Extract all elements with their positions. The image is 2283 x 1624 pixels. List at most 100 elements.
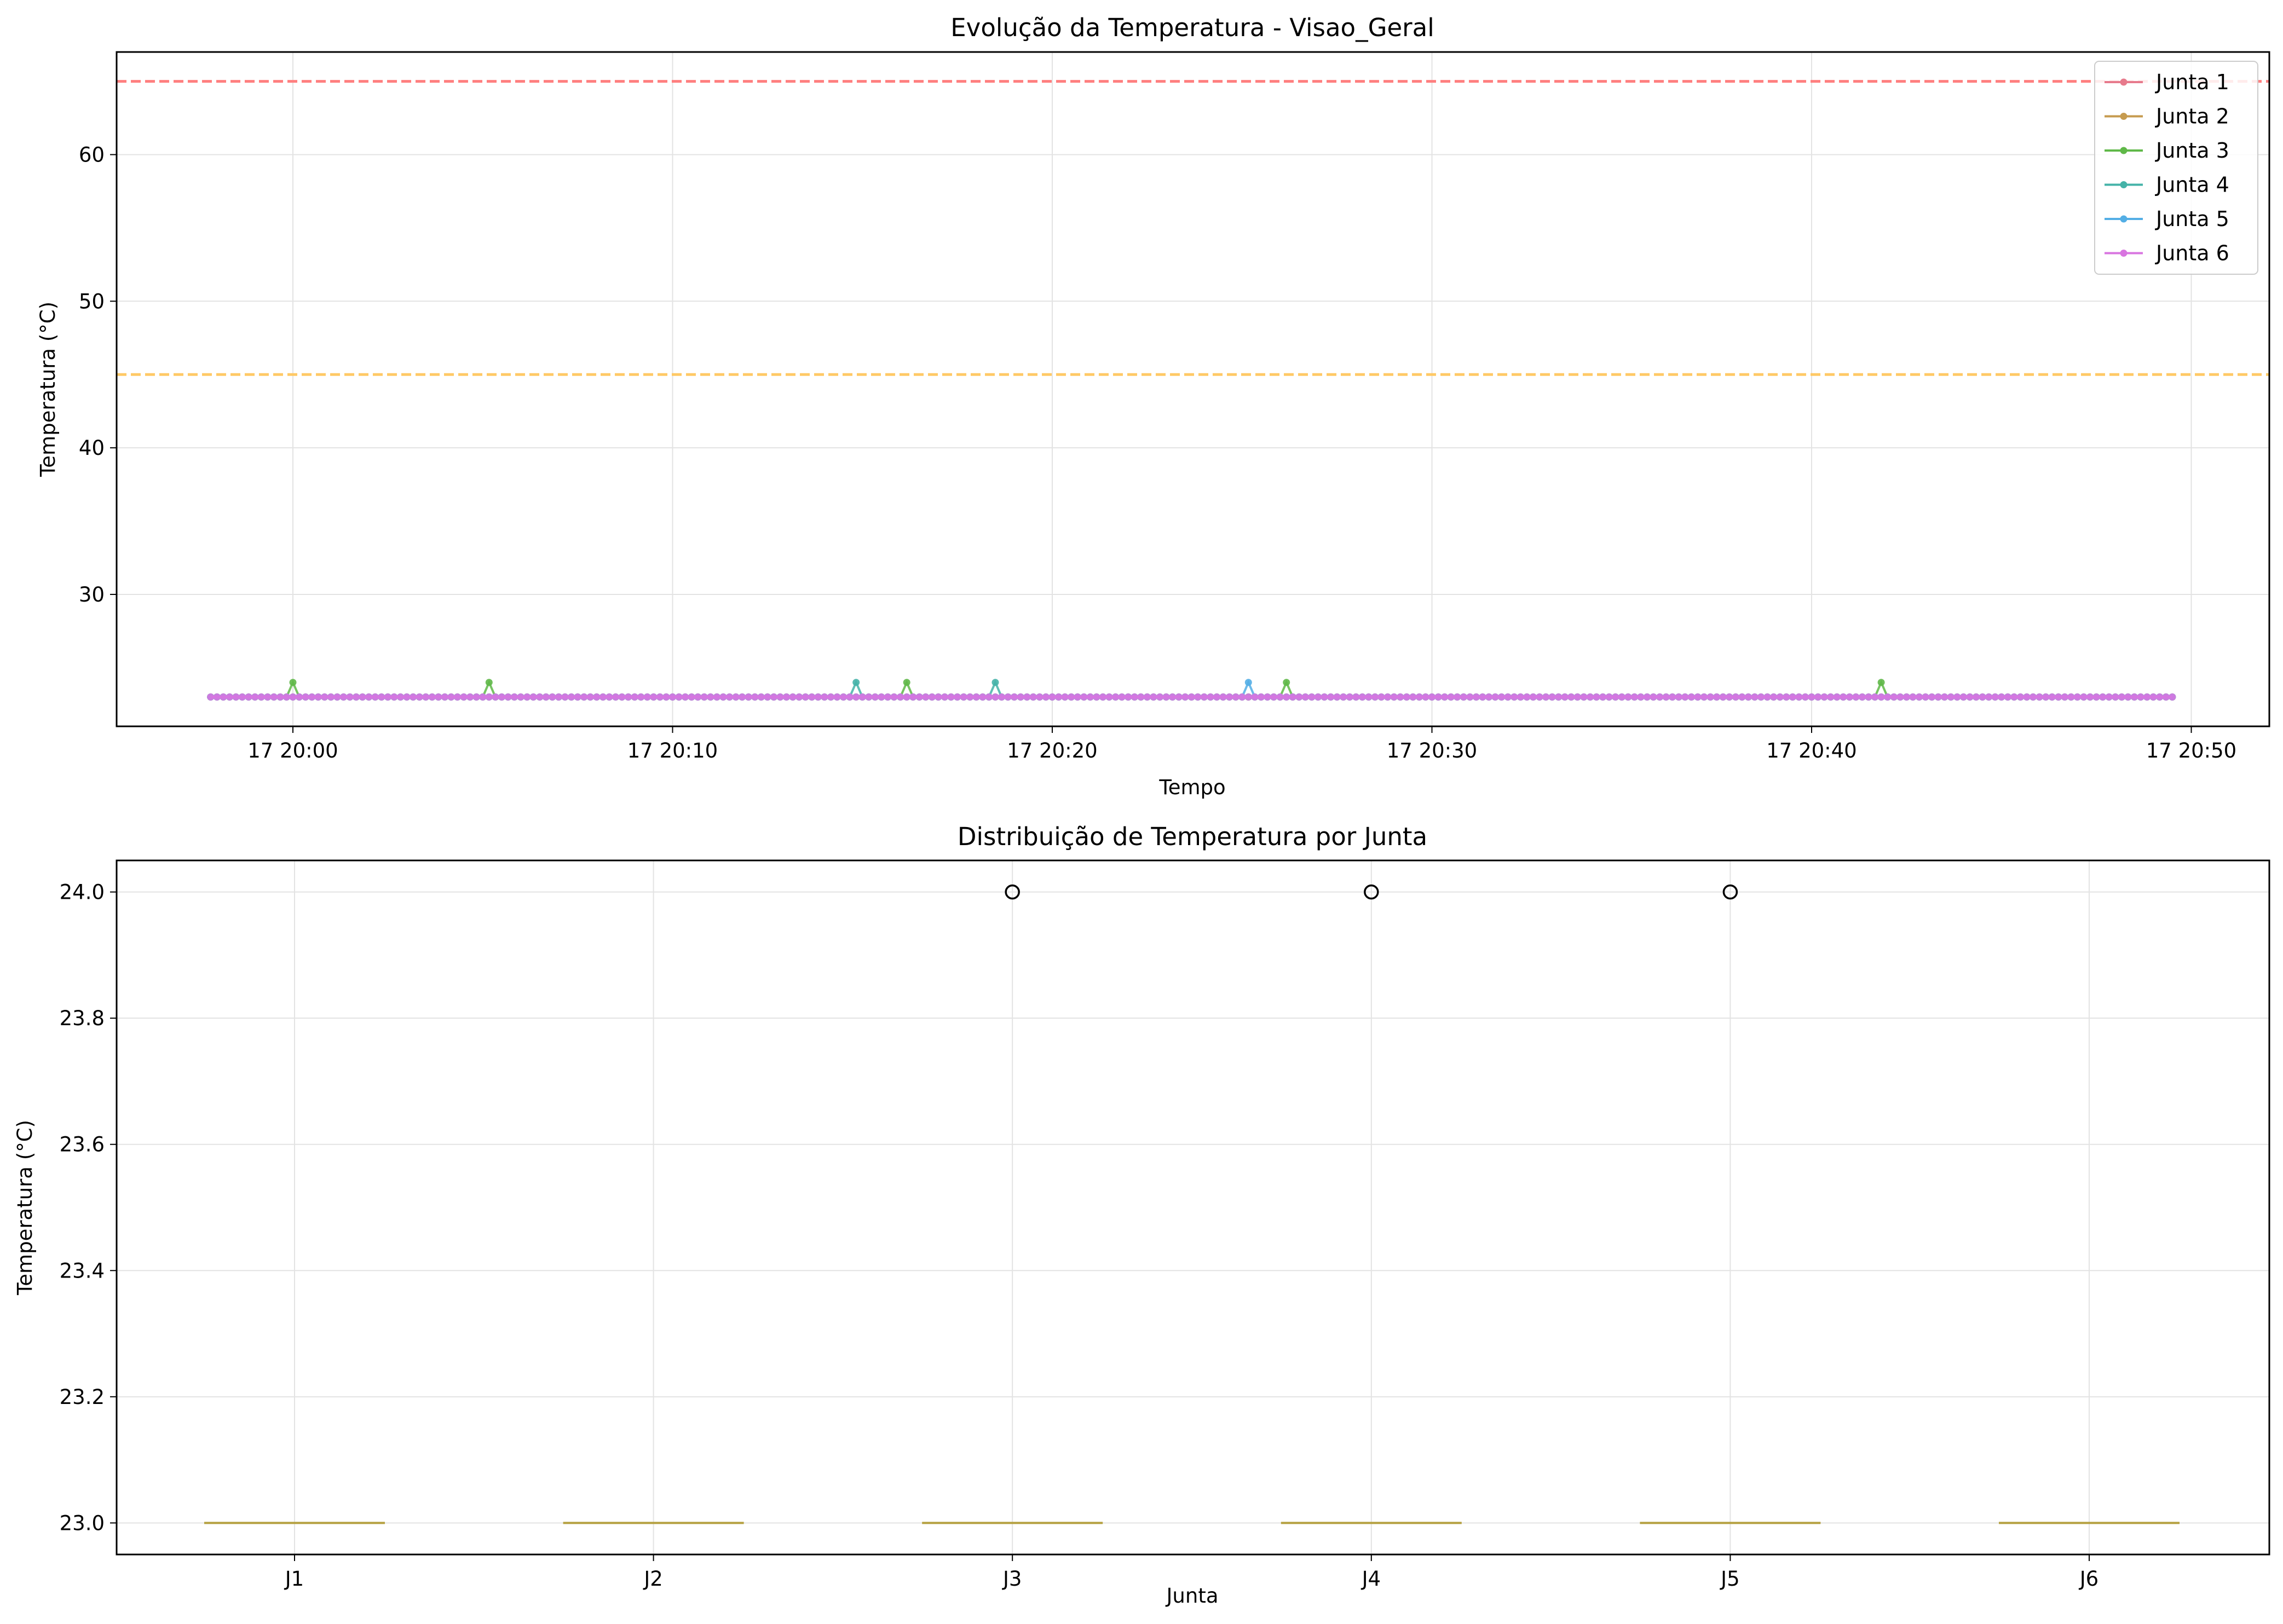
data-point bbox=[2169, 693, 2176, 701]
data-point bbox=[1181, 693, 1189, 701]
data-point bbox=[606, 693, 613, 701]
bottom-plot-frame bbox=[116, 859, 2270, 1556]
data-point bbox=[1890, 693, 1898, 701]
data-point bbox=[460, 693, 468, 701]
data-point bbox=[1479, 693, 1486, 701]
data-point bbox=[410, 693, 417, 701]
data-point bbox=[1257, 693, 1265, 701]
data-point bbox=[1390, 693, 1398, 701]
bottom-y-axis-label: Temperatura (°C) bbox=[13, 1120, 37, 1296]
data-point bbox=[1454, 693, 1461, 701]
data-point bbox=[1295, 693, 1303, 701]
data-point bbox=[618, 693, 626, 701]
data-point bbox=[359, 693, 366, 701]
data-point bbox=[1232, 693, 1239, 701]
threshold-lines bbox=[117, 80, 2269, 376]
data-point bbox=[1934, 693, 1942, 701]
spike-point bbox=[1877, 679, 1885, 686]
legend-swatch-marker bbox=[2120, 181, 2128, 188]
data-point bbox=[732, 693, 740, 701]
data-point bbox=[1801, 693, 1809, 701]
data-point bbox=[2080, 693, 2088, 701]
data-point bbox=[2010, 693, 2018, 701]
top-plot-frame bbox=[116, 51, 2270, 727]
data-point bbox=[1397, 693, 1404, 701]
bottom-x-axis-label: Junta bbox=[1166, 1584, 1219, 1608]
data-point bbox=[1055, 693, 1063, 701]
data-point bbox=[435, 693, 442, 701]
data-point bbox=[991, 693, 999, 701]
data-point bbox=[1498, 693, 1506, 701]
data-point bbox=[321, 693, 328, 701]
data-point bbox=[1973, 693, 1980, 701]
data-point bbox=[897, 693, 904, 701]
legend-swatch-marker bbox=[2120, 250, 2128, 257]
data-point bbox=[1896, 693, 1904, 701]
data-point bbox=[2067, 693, 2075, 701]
data-point bbox=[1909, 693, 1917, 701]
data-point bbox=[1852, 693, 1860, 701]
data-point bbox=[428, 693, 436, 701]
data-point bbox=[1301, 693, 1309, 701]
data-point bbox=[2086, 693, 2094, 701]
data-point bbox=[1187, 693, 1195, 701]
data-point bbox=[2048, 693, 2056, 701]
data-point bbox=[1776, 693, 1784, 701]
data-point bbox=[1365, 693, 1373, 701]
data-point bbox=[1270, 693, 1277, 701]
data-point bbox=[1523, 693, 1531, 701]
data-point bbox=[346, 693, 354, 701]
data-point bbox=[1644, 693, 1651, 701]
x-tick-label: 17 20:40 bbox=[1766, 739, 1857, 762]
data-point bbox=[1732, 693, 1739, 701]
data-point bbox=[523, 693, 531, 701]
data-point bbox=[739, 693, 746, 701]
data-point bbox=[1156, 693, 1163, 701]
data-point bbox=[416, 693, 423, 701]
data-point bbox=[2092, 693, 2100, 701]
data-point bbox=[795, 693, 803, 701]
data-point bbox=[1422, 693, 1429, 701]
bottom-gridlines bbox=[117, 860, 2269, 1554]
data-point bbox=[529, 693, 537, 701]
data-point bbox=[840, 693, 848, 701]
data-point bbox=[1966, 693, 1974, 701]
data-point bbox=[1795, 693, 1803, 701]
legend-swatch-marker bbox=[2120, 113, 2128, 120]
data-point bbox=[814, 693, 822, 701]
data-point bbox=[403, 693, 411, 701]
data-point bbox=[340, 693, 347, 701]
data-point bbox=[384, 693, 391, 701]
data-point bbox=[397, 693, 404, 701]
data-point bbox=[1105, 693, 1113, 701]
data-point bbox=[1276, 693, 1284, 701]
y-tick-label: 23.8 bbox=[60, 1007, 105, 1030]
data-point bbox=[308, 693, 316, 701]
data-point bbox=[1783, 693, 1790, 701]
data-point bbox=[707, 693, 714, 701]
data-point bbox=[1384, 693, 1392, 701]
legend-label: Junta 3 bbox=[2155, 138, 2229, 163]
data-point bbox=[1877, 693, 1885, 701]
top-chart-title: Evolução da Temperatura - Visao_Geral bbox=[950, 13, 1434, 42]
data-point bbox=[1922, 693, 1929, 701]
data-point bbox=[1928, 693, 1936, 701]
data-point bbox=[378, 693, 385, 701]
data-point bbox=[1959, 693, 1967, 701]
data-point bbox=[972, 693, 980, 701]
data-point bbox=[1200, 693, 1208, 701]
data-point bbox=[1916, 693, 1923, 701]
data-point bbox=[928, 693, 936, 701]
x-tick-label: J1 bbox=[284, 1567, 304, 1591]
data-point bbox=[1491, 693, 1499, 701]
data-point bbox=[226, 693, 233, 701]
data-point bbox=[789, 693, 797, 701]
data-point bbox=[1650, 693, 1657, 701]
data-point bbox=[726, 693, 733, 701]
data-point bbox=[947, 693, 955, 701]
data-point bbox=[1340, 693, 1347, 701]
data-point bbox=[2131, 693, 2138, 701]
data-point bbox=[2156, 693, 2164, 701]
data-point bbox=[1612, 693, 1619, 701]
